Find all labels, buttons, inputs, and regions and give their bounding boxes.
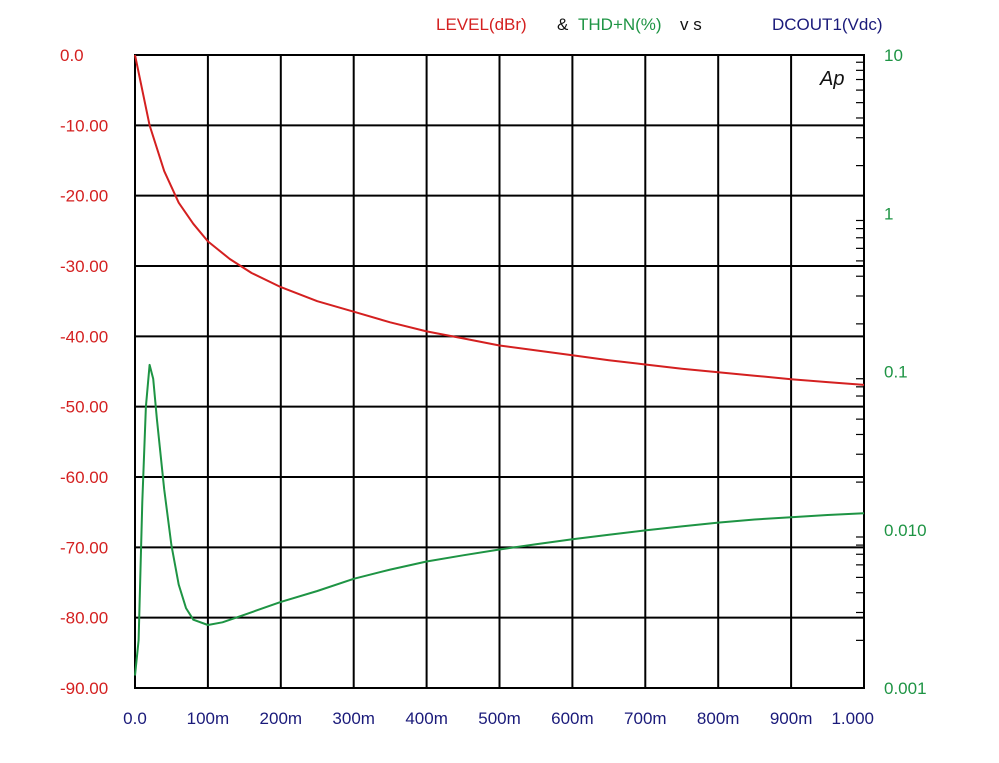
- left-axis-ticks: 0.0 -10.00 -20.00 -30.00 -40.00 -50.00 -60.00 -…: [60, 46, 108, 698]
- left-y-tick-label: -20.00: [60, 187, 108, 206]
- x-tick-label: 0.0: [123, 709, 147, 728]
- right-y-tick-label: 0.1: [884, 363, 908, 382]
- right-y-tick-label: 0.010: [884, 521, 927, 540]
- title-level: LEVEL(dBr): [436, 15, 527, 34]
- x-tick-label: 800m: [697, 709, 740, 728]
- grid: [135, 55, 864, 688]
- title-dcout: DCOUT1(Vdc): [772, 15, 883, 34]
- right-axis-minor-ticks: [856, 61, 864, 641]
- left-y-tick-label: -10.00: [60, 116, 108, 135]
- left-y-tick-label: -30.00: [60, 257, 108, 276]
- title-thd: THD+N(%): [578, 15, 662, 34]
- ap-logo: Ap: [819, 68, 844, 90]
- right-y-tick-label: 10: [884, 46, 903, 65]
- title-vs: v s: [680, 15, 702, 34]
- x-tick-label: 1.000: [831, 709, 874, 728]
- x-tick-label: 600m: [551, 709, 594, 728]
- x-tick-label: 400m: [405, 709, 448, 728]
- left-y-tick-label: -90.00: [60, 679, 108, 698]
- left-y-tick-label: -60.00: [60, 468, 108, 487]
- left-y-tick-label: -70.00: [60, 538, 108, 557]
- series-layer: [134, 54, 865, 676]
- right-axis-ticks: 10 1 0.1 0.010 0.001: [884, 46, 927, 698]
- x-tick-label: 700m: [624, 709, 667, 728]
- x-tick-label: 300m: [332, 709, 375, 728]
- left-y-tick-label: -50.00: [60, 398, 108, 417]
- x-axis-ticks: 0.0 100m 200m 300m 400m 500m 600m 700m 800m 900m 1…: [123, 709, 874, 728]
- x-tick-label: 100m: [187, 709, 230, 728]
- left-y-tick-label: -40.00: [60, 327, 108, 346]
- x-tick-label: 900m: [770, 709, 813, 728]
- left-y-tick-label: -80.00: [60, 609, 108, 628]
- x-tick-label: 200m: [260, 709, 303, 728]
- x-tick-label: 500m: [478, 709, 521, 728]
- right-y-tick-label: 1: [884, 204, 893, 223]
- level-series-line: [134, 54, 865, 386]
- title-amp: &: [557, 15, 569, 34]
- thd-series-line: [134, 363, 865, 676]
- right-y-tick-label: 0.001: [884, 679, 927, 698]
- left-y-tick-label: 0.0: [60, 46, 84, 65]
